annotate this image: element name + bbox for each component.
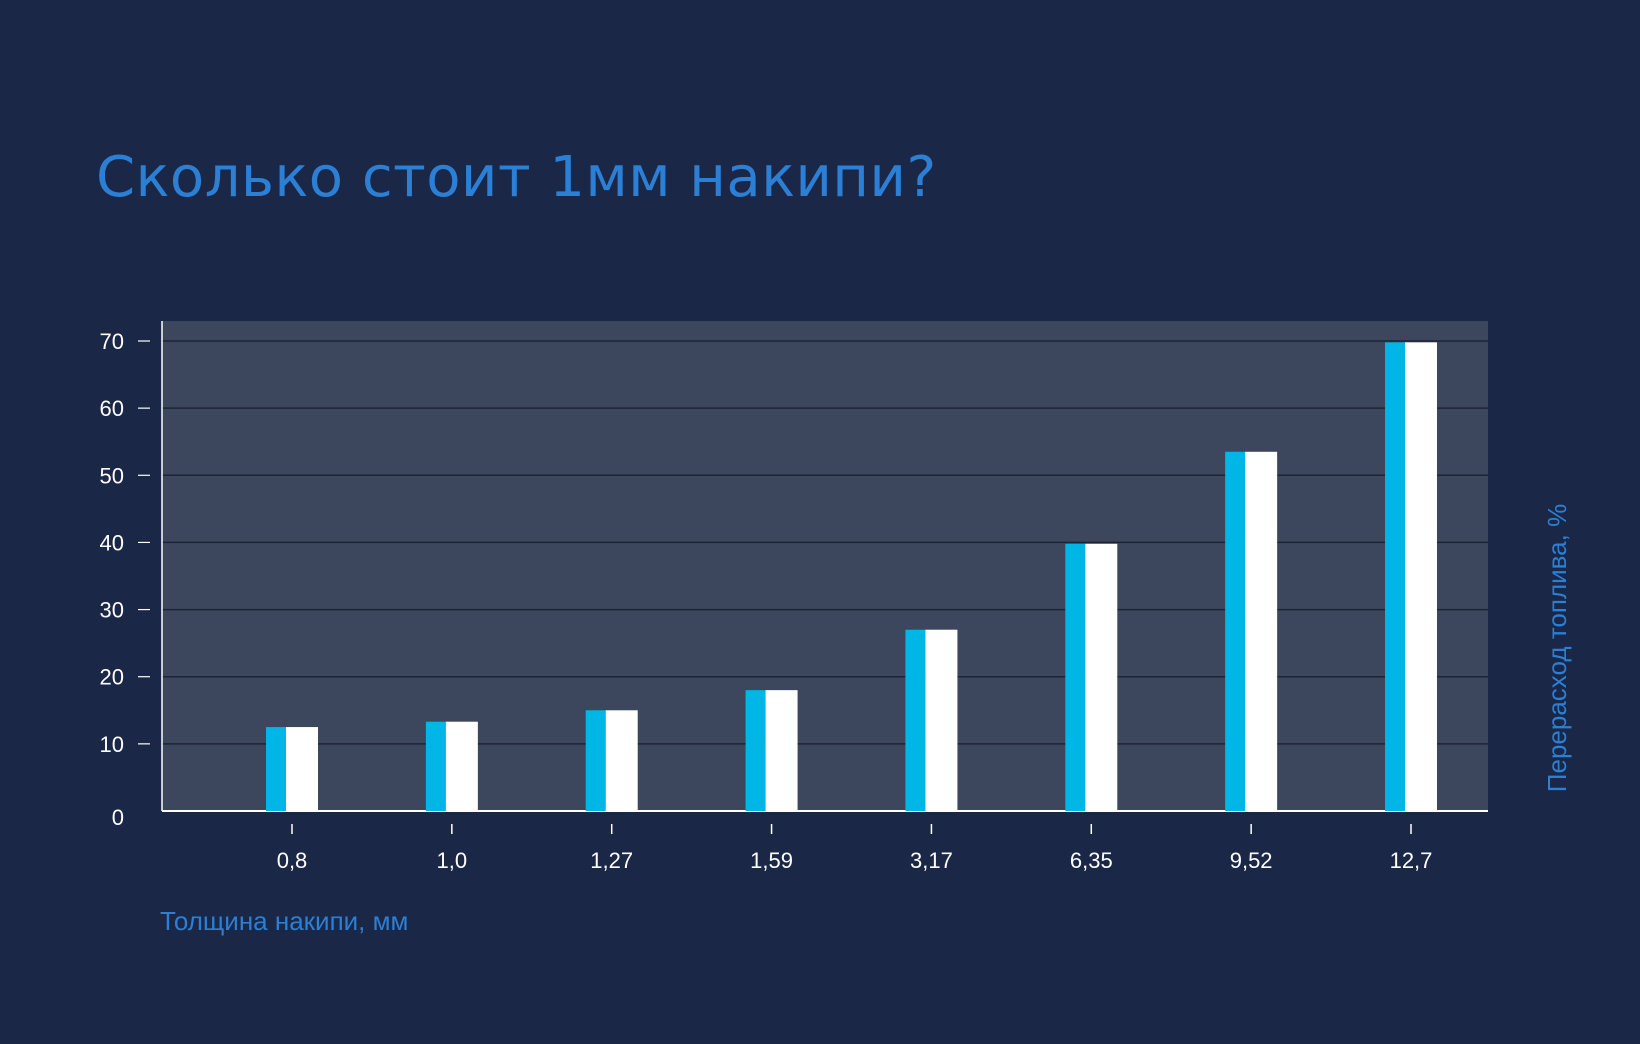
bar	[1245, 451, 1278, 811]
x-axis-title: Толщина накипи, мм	[160, 906, 409, 936]
bar-accent	[745, 690, 766, 811]
y-axis: 0 10 20 30 40 50 60 70	[100, 321, 1488, 830]
bars	[266, 342, 1437, 811]
x-tick-label: 1,59	[750, 848, 793, 873]
bar-accent	[1065, 543, 1086, 811]
x-tick-label: 0,8	[277, 848, 308, 873]
y-tick-label: 40	[100, 530, 124, 555]
bar-accent	[1385, 342, 1405, 811]
y-axis-title: Перерасход топлива, %	[1542, 504, 1572, 792]
y-tick-label: 60	[100, 396, 124, 421]
bar-accent	[425, 721, 446, 811]
bar	[445, 721, 478, 811]
plot-area	[162, 321, 1488, 811]
bar	[1405, 342, 1437, 811]
x-tick-label: 9,52	[1230, 848, 1273, 873]
gridlines	[162, 340, 1488, 745]
bar	[925, 629, 958, 811]
x-axis: 0,8 1,0 1,27 1,59 3,17 6,35 9,52 12,7	[277, 824, 1433, 873]
y-tick-label: 20	[100, 665, 124, 690]
y-tick-label: 50	[100, 463, 124, 488]
bar-accent	[1225, 451, 1246, 811]
bar	[605, 710, 638, 811]
x-tick-label: 3,17	[910, 848, 953, 873]
bar-accent	[585, 710, 606, 811]
bar	[765, 690, 798, 811]
y-tick-label: 10	[100, 732, 124, 757]
y-tick-label: 70	[100, 329, 124, 354]
x-tick-label: 6,35	[1070, 848, 1113, 873]
x-tick-label: 1,0	[437, 848, 468, 873]
x-tick-label: 12,7	[1390, 848, 1433, 873]
bar-accent	[905, 629, 926, 811]
bar	[1085, 543, 1118, 811]
y-tick-label: 0	[112, 805, 124, 830]
page-title: Сколько стоит 1мм накипи?	[96, 145, 937, 210]
bar-accent	[266, 727, 286, 811]
x-tick-label: 1,27	[590, 848, 633, 873]
y-tick-label: 30	[100, 598, 124, 623]
bar	[286, 727, 318, 811]
